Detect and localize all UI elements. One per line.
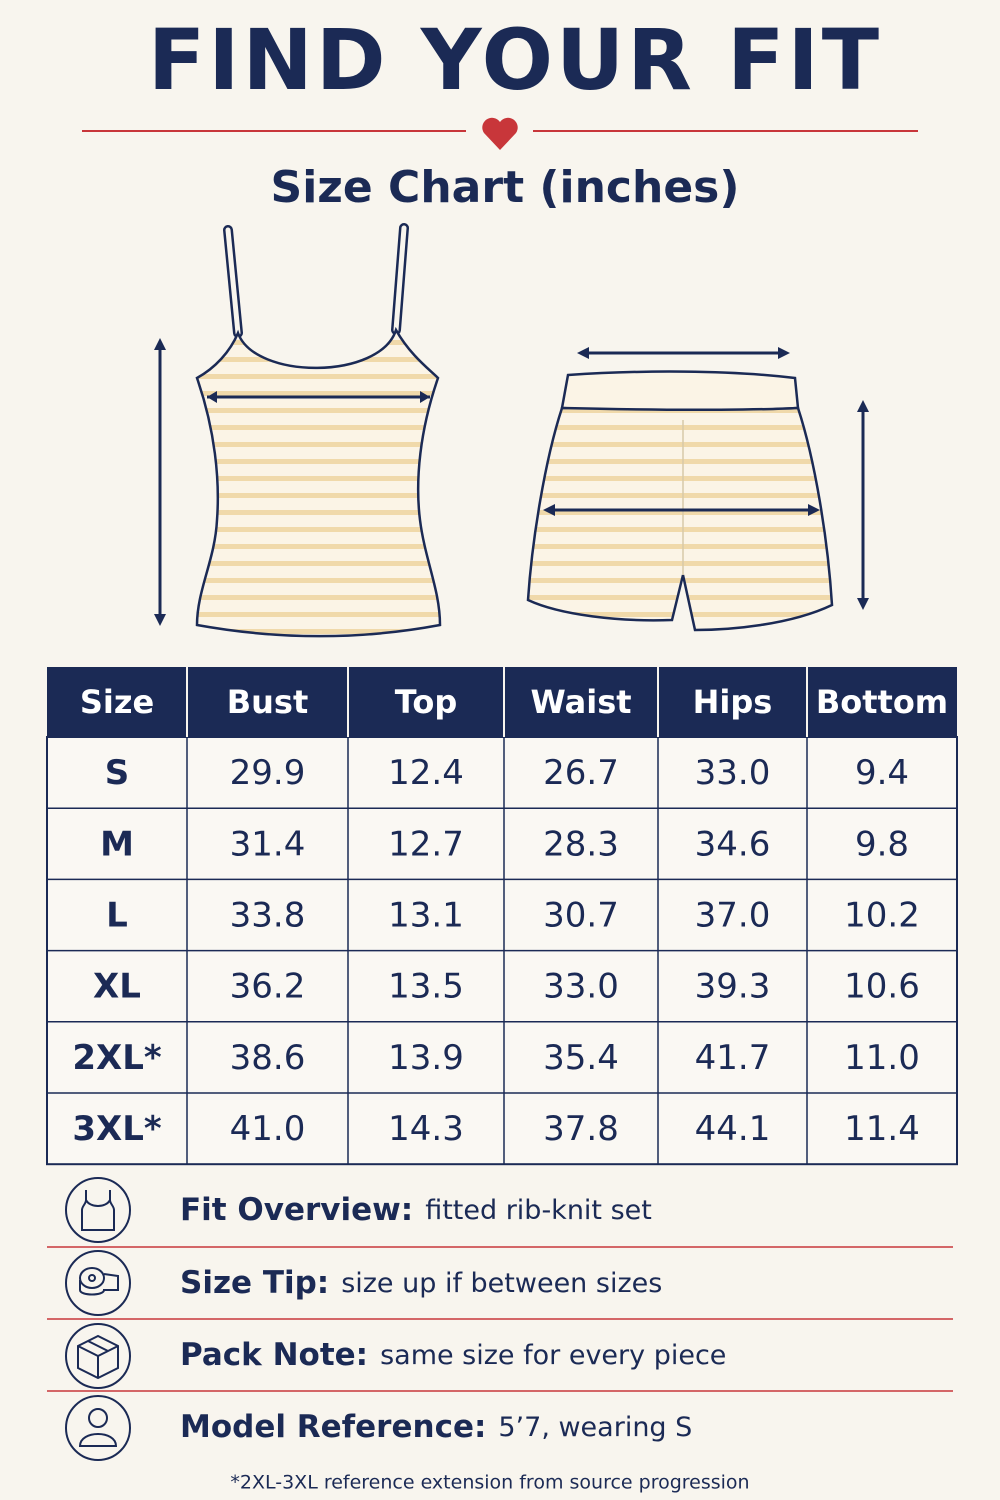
table-cell: 11.0 <box>844 1038 920 1078</box>
note: Model Reference: 5’7, wearing S <box>180 1409 692 1445</box>
table-cell: 14.3 <box>388 1109 464 1149</box>
note: Fit Overview: fitted rib-knit set <box>180 1192 652 1228</box>
size-table: Size Bust Top Waist Hips Bottom S 29.9 12.4 26.7 3… <box>46 667 958 1166</box>
table-cell: 37.8 <box>543 1109 619 1149</box>
note-label: Model Reference: <box>180 1409 486 1445</box>
note: Size Tip: size up if between sizes <box>180 1265 662 1301</box>
size-label: S <box>105 753 130 793</box>
table-cell: 41.0 <box>230 1109 306 1149</box>
table-cell: 9.4 <box>855 753 909 793</box>
note-icons <box>65 1177 131 1461</box>
size-label: 2XL* <box>72 1038 162 1078</box>
note-label: Pack Note: <box>180 1337 368 1373</box>
table-cell: 38.6 <box>230 1038 306 1078</box>
table-cell: 12.4 <box>388 753 464 793</box>
column-header: Top <box>395 683 457 721</box>
note-text: 5’7, wearing S <box>498 1412 692 1443</box>
table-cell: 28.3 <box>543 824 619 864</box>
note-text: fitted rib-knit set <box>425 1195 652 1226</box>
table-cell: 33.8 <box>230 896 306 936</box>
table-cell: 39.3 <box>695 967 771 1007</box>
table-cell: 36.2 <box>230 967 306 1007</box>
heart-icon <box>482 117 518 150</box>
table-header-bg <box>47 667 957 737</box>
title: FIND YOUR FIT <box>148 11 882 109</box>
table-cell: 31.4 <box>230 824 306 864</box>
notes: Fit Overview: fitted rib-knit set Size Tip… <box>180 1192 726 1445</box>
table-cell: 35.4 <box>543 1038 619 1078</box>
table-cell: 41.7 <box>695 1038 771 1078</box>
note-label: Size Tip: <box>180 1265 329 1301</box>
table-cell: 30.7 <box>543 896 619 936</box>
table-cell: 33.0 <box>695 753 771 793</box>
subtitle: Size Chart (inches) <box>271 162 740 213</box>
note-text: size up if between sizes <box>341 1268 662 1299</box>
table-cell: 10.2 <box>844 896 920 936</box>
note-text: same size for every piece <box>380 1340 726 1371</box>
column-header: Hips <box>693 683 773 721</box>
table-cell: 37.0 <box>695 896 771 936</box>
footnote: *2XL-3XL reference extension from source… <box>230 1472 749 1494</box>
column-header: Bottom <box>816 683 948 721</box>
table-cell: 11.4 <box>844 1109 920 1149</box>
tank-top-illustration <box>154 223 442 638</box>
table-cell: 33.0 <box>543 967 619 1007</box>
table-cell: 44.1 <box>695 1109 771 1149</box>
column-header: Size <box>80 683 154 721</box>
table-cell: 9.8 <box>855 824 909 864</box>
note: Pack Note: same size for every piece <box>180 1337 726 1373</box>
table-cell: 10.6 <box>844 967 920 1007</box>
shorts-illustration <box>526 347 869 632</box>
table-cell: 29.9 <box>230 753 306 793</box>
table-cell: 26.7 <box>543 753 619 793</box>
table-cell: 34.6 <box>695 824 771 864</box>
note-label: Fit Overview: <box>180 1192 413 1228</box>
size-label: XL <box>93 967 141 1007</box>
size-label: 3XL* <box>72 1109 162 1149</box>
column-header: Bust <box>227 683 309 721</box>
table-cell: 13.1 <box>388 896 464 936</box>
table-cell: 13.9 <box>388 1038 464 1078</box>
table-cell: 12.7 <box>388 824 464 864</box>
table-cell: 13.5 <box>388 967 464 1007</box>
column-header: Waist <box>530 683 631 721</box>
size-label: M <box>100 824 134 864</box>
note-separators <box>47 1246 953 1392</box>
size-label: L <box>106 896 128 936</box>
